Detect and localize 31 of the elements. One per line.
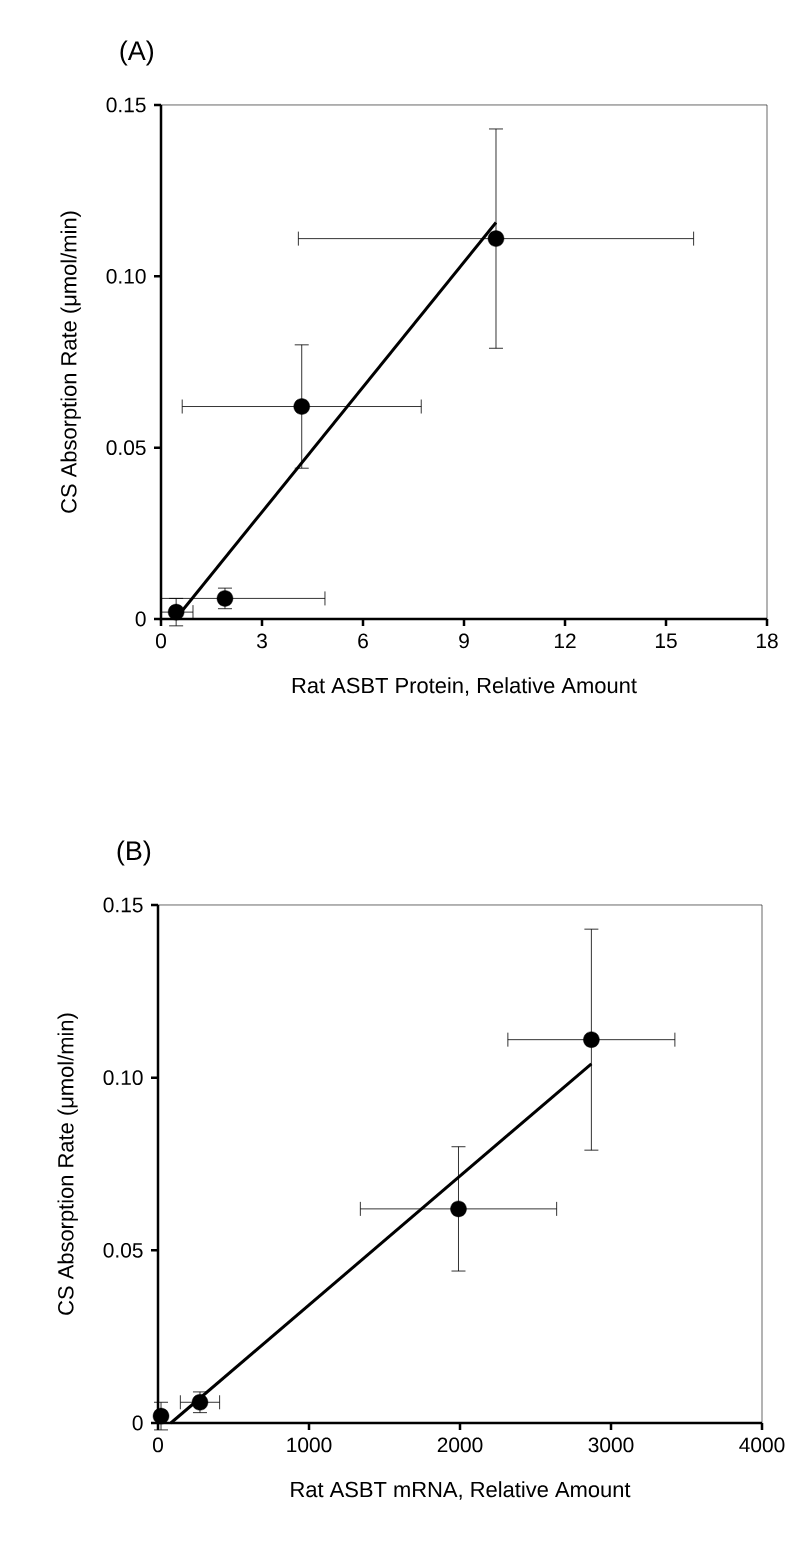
- x-tick-label: 12: [555, 633, 576, 649]
- chart-title: (B): [117, 840, 151, 866]
- x-tick-label: 6: [358, 633, 369, 649]
- x-tick-label: 3000: [588, 1437, 634, 1453]
- y-tick-label: 0.10: [103, 1070, 143, 1086]
- chart-title: (A): [120, 40, 154, 66]
- y-tick-label: 0.05: [106, 440, 146, 456]
- x-tick-label: 15: [656, 633, 677, 649]
- x-axis-title: Rat ASBT mRNA, Relative Amount: [291, 1481, 631, 1500]
- y-tick-label: 0.15: [103, 897, 143, 913]
- y-tick-label: 0.05: [103, 1242, 143, 1258]
- point: [583, 1031, 600, 1048]
- y-tick-label: 0.15: [106, 97, 146, 113]
- x-tick-label: 4000: [739, 1437, 785, 1453]
- point: [487, 230, 505, 247]
- point: [450, 1200, 467, 1218]
- x-tick-label: 18: [757, 633, 778, 649]
- y-axis-title: CS Absorption Rate (μmol/min): [57, 1013, 79, 1315]
- y-tick-label: 0: [132, 1415, 143, 1431]
- point: [293, 398, 311, 415]
- x-tick-label: 3: [257, 633, 268, 649]
- x-axis-title: Rat ASBT Protein, Relative Amount: [293, 677, 637, 696]
- y-tick-label: 0.10: [106, 268, 146, 284]
- x-tick-label: 1000: [287, 1437, 332, 1453]
- x-tick-label: 9: [459, 633, 470, 649]
- point: [168, 603, 185, 621]
- x-tick-label: 0: [156, 633, 167, 649]
- y-tick-label: 0: [135, 611, 146, 627]
- y-axis-title: CS Absorption Rate (μmol/min): [60, 211, 82, 513]
- x-tick-label: 0: [153, 1437, 164, 1453]
- x-tick-label: 2000: [437, 1437, 483, 1453]
